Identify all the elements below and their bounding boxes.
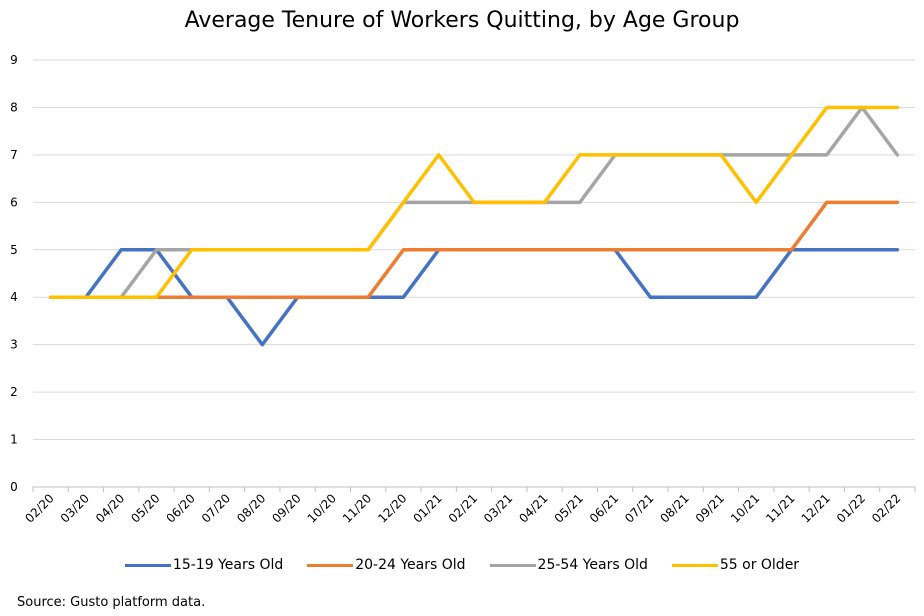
y-tick-label: 2 (10, 385, 18, 399)
series-line-2 (48, 200, 900, 299)
x-tick-label: 03/20 (58, 491, 92, 525)
x-tick-label: 09/20 (269, 491, 303, 525)
series-lines (48, 105, 900, 347)
legend-label: 20-24 Years Old (355, 557, 466, 573)
y-tick-label: 7 (10, 148, 18, 162)
x-tick-label: 11/21 (763, 491, 797, 525)
x-tick-label: 01/21 (410, 491, 444, 525)
legend: 15-19 Years Old 20-24 Years Old 25-54 Year… (0, 557, 924, 573)
x-tick-label: 04/21 (516, 491, 550, 525)
x-tick-label: 07/20 (199, 491, 233, 525)
x-tick-label: 12/20 (375, 491, 409, 525)
y-tick-label: 9 (10, 53, 18, 67)
y-tick-label: 4 (10, 290, 18, 304)
legend-swatch (671, 563, 718, 567)
x-tick-label: 06/20 (164, 491, 198, 525)
x-tick-label: 05/20 (128, 491, 162, 525)
x-tick-label: 11/20 (340, 491, 374, 525)
legend-item: 15-19 Years Old (124, 557, 284, 573)
y-axis-ticks: 0 1 2 3 4 5 6 7 8 9 (10, 53, 18, 494)
x-tick-label: 09/21 (693, 491, 727, 525)
y-tick-label: 1 (10, 433, 18, 447)
legend-label: 55 or Older (719, 557, 800, 573)
legend-item: 20-24 Years Old (307, 557, 466, 573)
x-tick-label: 01/22 (834, 491, 868, 525)
gridlines (33, 59, 915, 488)
x-tick-label: 08/20 (234, 491, 268, 525)
y-tick-label: 8 (10, 100, 18, 114)
x-tick-label: 06/21 (587, 491, 621, 525)
x-tick-label: 03/21 (481, 491, 515, 525)
legend-item: 55 or Older (671, 557, 800, 573)
y-tick-label: 6 (10, 195, 18, 209)
legend-item: 25-54 Years Old (489, 557, 648, 573)
x-tick-label: 04/20 (93, 491, 127, 525)
y-tick-label: 3 (10, 338, 18, 352)
y-tick-label: 0 (10, 480, 18, 494)
legend-label: 15-19 Years Old (172, 557, 284, 573)
legend-swatch (307, 563, 354, 567)
x-tick-label: 07/21 (622, 491, 656, 525)
x-tick-label: 02/22 (869, 491, 903, 525)
source-note: Source: Gusto platform data. (17, 595, 206, 610)
x-axis-ticks: 02/20 03/20 04/20 05/20 06/20 07/20 08/20 09/20… (22, 487, 916, 526)
x-tick-label: 02/20 (22, 491, 56, 525)
x-tick-label: 12/21 (799, 491, 833, 525)
series-line-4 (48, 105, 900, 299)
legend-swatch (124, 563, 171, 567)
x-tick-label: 05/21 (552, 491, 586, 525)
x-tick-label: 10/20 (305, 491, 339, 525)
legend-label: 25-54 Years Old (537, 557, 648, 573)
y-tick-label: 5 (10, 243, 18, 257)
chart-title: Average Tenure of Workers Quitting, by A… (184, 8, 740, 33)
x-tick-label: 02/21 (446, 491, 480, 525)
legend-swatch (489, 563, 536, 567)
x-tick-label: 10/21 (728, 491, 762, 525)
x-tick-label: 08/21 (657, 491, 691, 525)
